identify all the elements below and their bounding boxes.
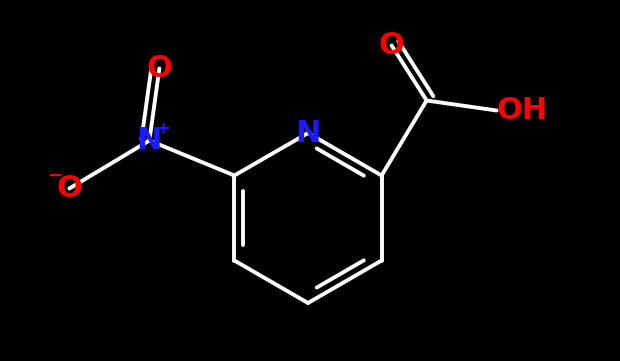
Text: O: O — [56, 174, 82, 203]
Text: O: O — [146, 54, 172, 83]
Text: +: + — [155, 119, 170, 138]
Text: N: N — [136, 126, 162, 155]
Text: −: − — [47, 166, 62, 184]
Text: N: N — [295, 118, 321, 148]
Text: OH: OH — [497, 96, 548, 125]
Text: O: O — [379, 31, 404, 60]
